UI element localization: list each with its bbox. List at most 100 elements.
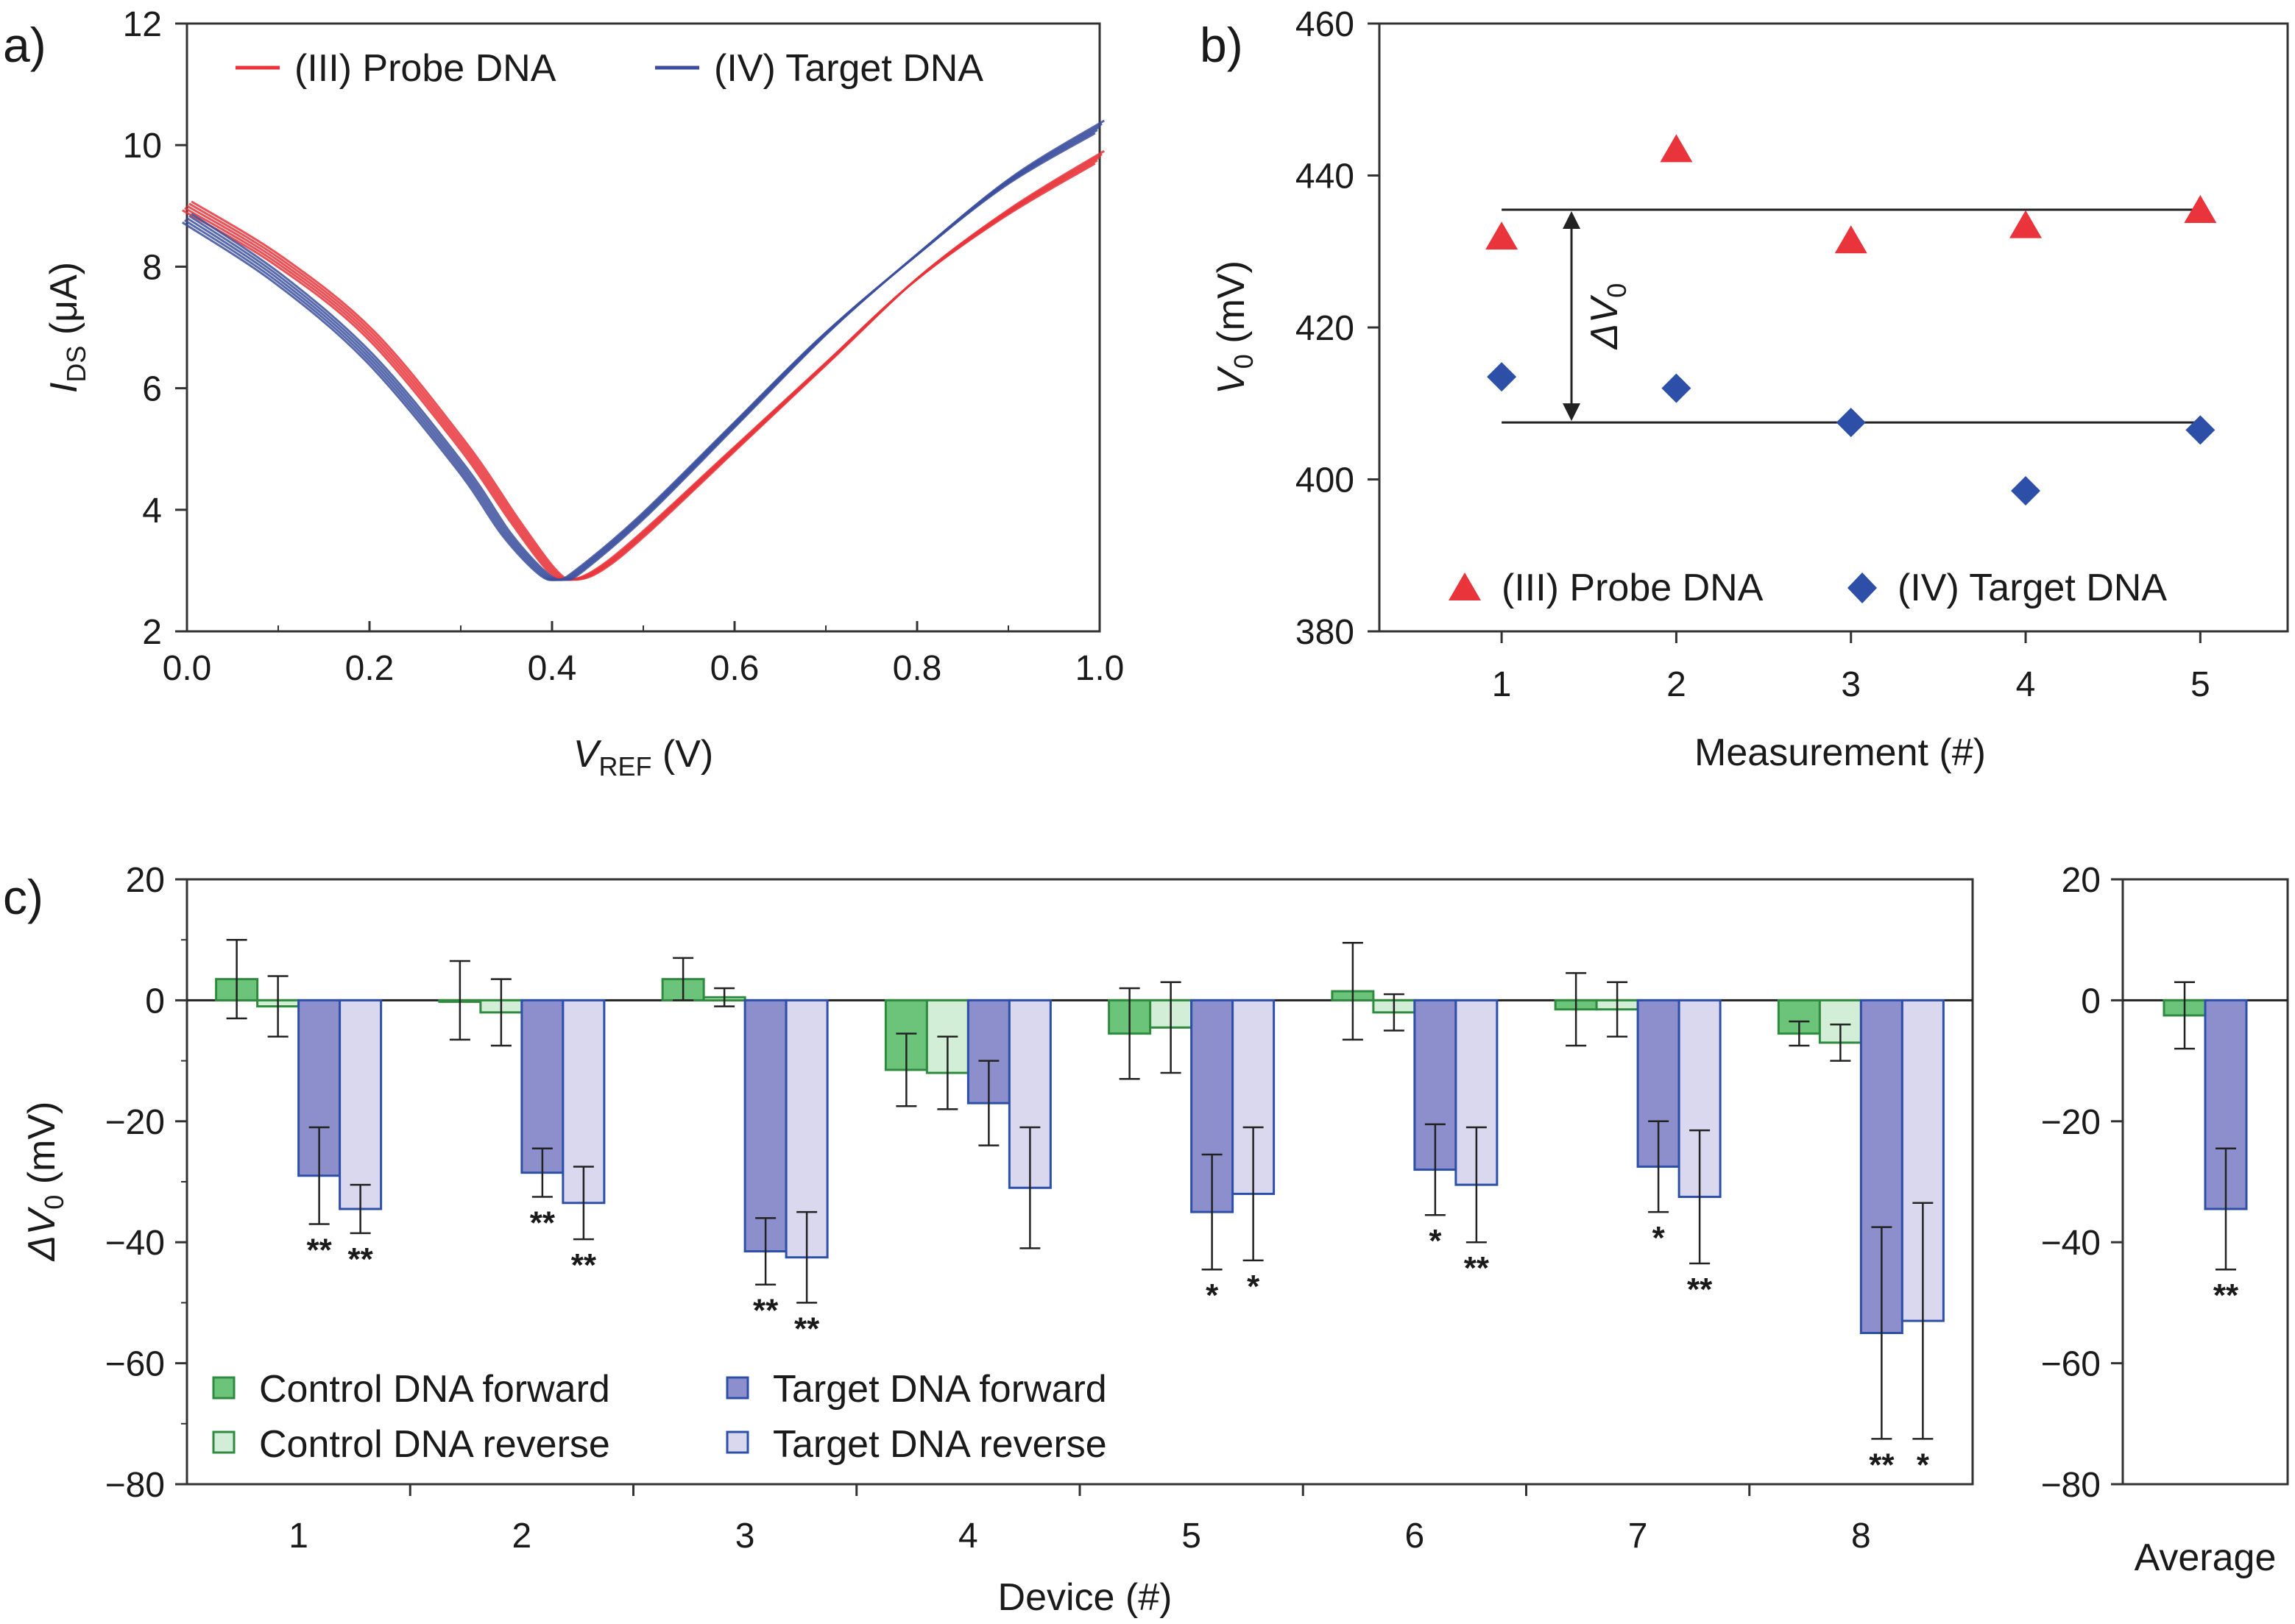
panel-c-legend: Control DNA forward Target DNA forward C…: [212, 1368, 1107, 1466]
panel-c-average-frame: [2121, 878, 2289, 1486]
panel-a-label: a): [3, 18, 46, 72]
c-y-tick-label: 20: [126, 861, 165, 900]
c-x-tick-label: 8: [1851, 1517, 1871, 1556]
b-x-tick-label: 1: [1492, 665, 1512, 704]
significance-stars: **: [530, 1205, 556, 1241]
significance-stars: **: [1464, 1250, 1490, 1286]
legend-target-reverse-label: Target DNA reverse: [773, 1423, 1107, 1466]
c-y-tick-label: −80: [105, 1466, 165, 1505]
delta-arrow-up-icon: [1563, 210, 1581, 229]
target-dna-point: [2185, 415, 2216, 445]
a-x-tick-label: 0.4: [528, 649, 577, 688]
panel-c-x-axis-label: Device (#): [998, 1576, 1173, 1619]
c-x-tick-label: 6: [1405, 1517, 1425, 1556]
c-y-tick-label: 0: [145, 982, 165, 1021]
legend-control-reverse-label: Control DNA reverse: [259, 1423, 610, 1466]
target-dna-point: [2011, 475, 2041, 506]
panel-a-ticks: 0.0 0.2 0.4 0.6 0.8 1.0 2 4 6 8 10 12: [123, 5, 1125, 688]
panel-c-y-axis-label: ΔV0 (mV): [21, 1102, 69, 1263]
significance-stars: **: [794, 1311, 820, 1347]
a-y-tick-label: 2: [142, 613, 162, 652]
delta-arrow-down-icon: [1563, 403, 1581, 422]
c-x-tick-label: 4: [958, 1517, 978, 1556]
c-x-tick-label: 7: [1628, 1517, 1648, 1556]
bar-target-dna-forward: [743, 999, 788, 1253]
avg-significance-stars: **: [2213, 1277, 2239, 1313]
legend-target-forward-swatch: [726, 1376, 749, 1400]
significance-stars: **: [348, 1241, 374, 1277]
c-x-tick-label: 2: [512, 1517, 532, 1556]
probe-dna-point: [1485, 221, 1518, 250]
avg-y-tick-label: −40: [2041, 1224, 2101, 1263]
probe-dna-point: [1834, 225, 1867, 254]
panel-c-label: c): [3, 870, 43, 924]
avg-y-tick-label: 0: [2081, 982, 2101, 1021]
legend-control-reverse-swatch: [212, 1430, 236, 1454]
panel-c-bar-marks: ****** ** ***** **********: [215, 938, 1945, 1483]
probe-dna-point: [1660, 134, 1693, 163]
c-y-tick-label: −20: [105, 1103, 165, 1142]
a-y-tick-label: 10: [123, 127, 162, 166]
avg-y-tick-label: −80: [2041, 1466, 2101, 1505]
a-x-tick-label: 0.6: [710, 649, 760, 688]
panel-c-average-label: Average: [2135, 1536, 2277, 1579]
panel-a-y-axis-label: IDS (μA): [43, 262, 91, 393]
b-y-tick-label: 460: [1295, 5, 1354, 44]
legend-probe-triangle-icon: [1449, 572, 1481, 600]
significance-stars: **: [753, 1293, 779, 1329]
bar-target-dna-reverse: [1677, 999, 1722, 1199]
legend-target-label: (IV) Target DNA: [1898, 567, 2167, 609]
legend-probe-dna-label: (III) Probe DNA: [294, 47, 556, 90]
bar-target-dna-forward: [520, 999, 565, 1174]
target-dna-point: [1487, 362, 1517, 392]
target-dna-curve: [184, 129, 1098, 581]
significance-stars: *: [1206, 1277, 1219, 1313]
c-y-tick-label: −60: [105, 1345, 165, 1384]
panel-a-plot-frame: [185, 22, 1101, 633]
panel-b-label: b): [1200, 18, 1243, 72]
significance-stars: **: [1869, 1447, 1895, 1483]
delta-v0-label: ΔV0: [1583, 283, 1632, 351]
legend-control-forward-swatch: [212, 1376, 236, 1400]
panel-b-y-axis-label: V0 (mV): [1210, 260, 1259, 394]
a-y-tick-label: 6: [142, 370, 162, 409]
significance-stars: **: [1687, 1272, 1713, 1308]
bar-target-dna-reverse: [1231, 999, 1276, 1195]
b-x-tick-label: 5: [2190, 665, 2210, 704]
panel-c-average-marks: −80 −60 −40 −20 0 20 **: [2041, 861, 2288, 1505]
target-dna-curve: [181, 132, 1096, 581]
avg-y-tick-label: 20: [2062, 861, 2101, 900]
panel-a-x-axis-label: VREF (V): [573, 733, 713, 781]
b-y-tick-label: 380: [1295, 613, 1354, 652]
b-y-tick-label: 400: [1295, 461, 1354, 500]
significance-stars: *: [1652, 1220, 1666, 1256]
significance-stars: *: [1247, 1269, 1260, 1305]
target-dna-point: [1661, 373, 1691, 403]
panel-b-x-axis-label: Measurement (#): [1694, 731, 1986, 774]
panel-b-ticks: 1 2 3 4 5 380 400 420 440 460: [1295, 5, 2210, 704]
legend-target-diamond-icon: [1847, 572, 1877, 603]
legend-probe-label: (III) Probe DNA: [1502, 567, 1764, 609]
a-x-tick-label: 1.0: [1075, 649, 1125, 688]
c-x-tick-label: 5: [1181, 1517, 1201, 1556]
avg-y-tick-label: −20: [2041, 1103, 2101, 1142]
legend-control-forward-label: Control DNA forward: [259, 1368, 610, 1411]
panel-a-iv-curves: a) 0.0 0.2 0.4 0.6 0.8 1.0 2 4 6 8 10 12 (III) Prob…: [3, 5, 1124, 781]
c-y-tick-label: −40: [105, 1224, 165, 1263]
a-y-tick-label: 12: [123, 5, 162, 44]
significance-stars: **: [571, 1247, 597, 1283]
panel-b-scatter: b) 1 2 3 4 5 380 400 420 440 460 ΔV0 (III) Probe …: [1200, 5, 2289, 774]
legend-target-reverse-swatch: [726, 1430, 749, 1454]
avg-y-tick-label: −60: [2041, 1345, 2101, 1384]
b-x-tick-label: 3: [1841, 665, 1861, 704]
significance-stars: **: [307, 1233, 333, 1269]
a-y-tick-label: 4: [142, 492, 162, 531]
a-x-tick-label: 0.0: [163, 649, 212, 688]
panel-a-curves: [181, 119, 1105, 581]
a-x-tick-label: 0.8: [893, 649, 942, 688]
probe-dna-curve: [191, 149, 1105, 581]
panel-b-legend: (III) Probe DNA (IV) Target DNA: [1449, 567, 2167, 609]
a-x-tick-label: 0.2: [345, 649, 395, 688]
